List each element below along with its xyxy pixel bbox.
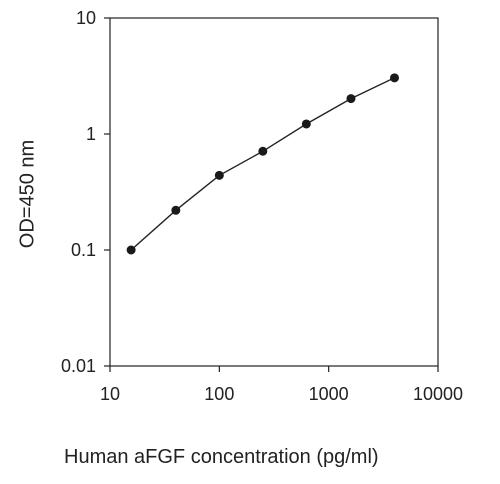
y-tick-label: 0.01 (61, 356, 96, 376)
data-point (214, 170, 224, 180)
data-point (171, 205, 181, 215)
data-point (301, 119, 311, 129)
data-point (258, 146, 268, 156)
plot-frame (109, 17, 439, 367)
y-tick-label: 10 (76, 8, 96, 28)
y-tick-label: 0.1 (71, 240, 96, 260)
x-tick-label: 10 (100, 384, 120, 404)
y-tick-label: 1 (86, 124, 96, 144)
data-point (346, 94, 356, 104)
data-point (126, 245, 136, 255)
x-tick-label: 100 (204, 384, 234, 404)
series-line (130, 77, 395, 251)
x-axis-label: Human aFGF concentration (pg/ml) (64, 446, 379, 468)
x-tick-label: 10000 (413, 384, 463, 404)
y-axis-label: OD=450 nm (16, 139, 39, 249)
x-tick-label: 1000 (309, 384, 349, 404)
data-point (389, 73, 399, 83)
